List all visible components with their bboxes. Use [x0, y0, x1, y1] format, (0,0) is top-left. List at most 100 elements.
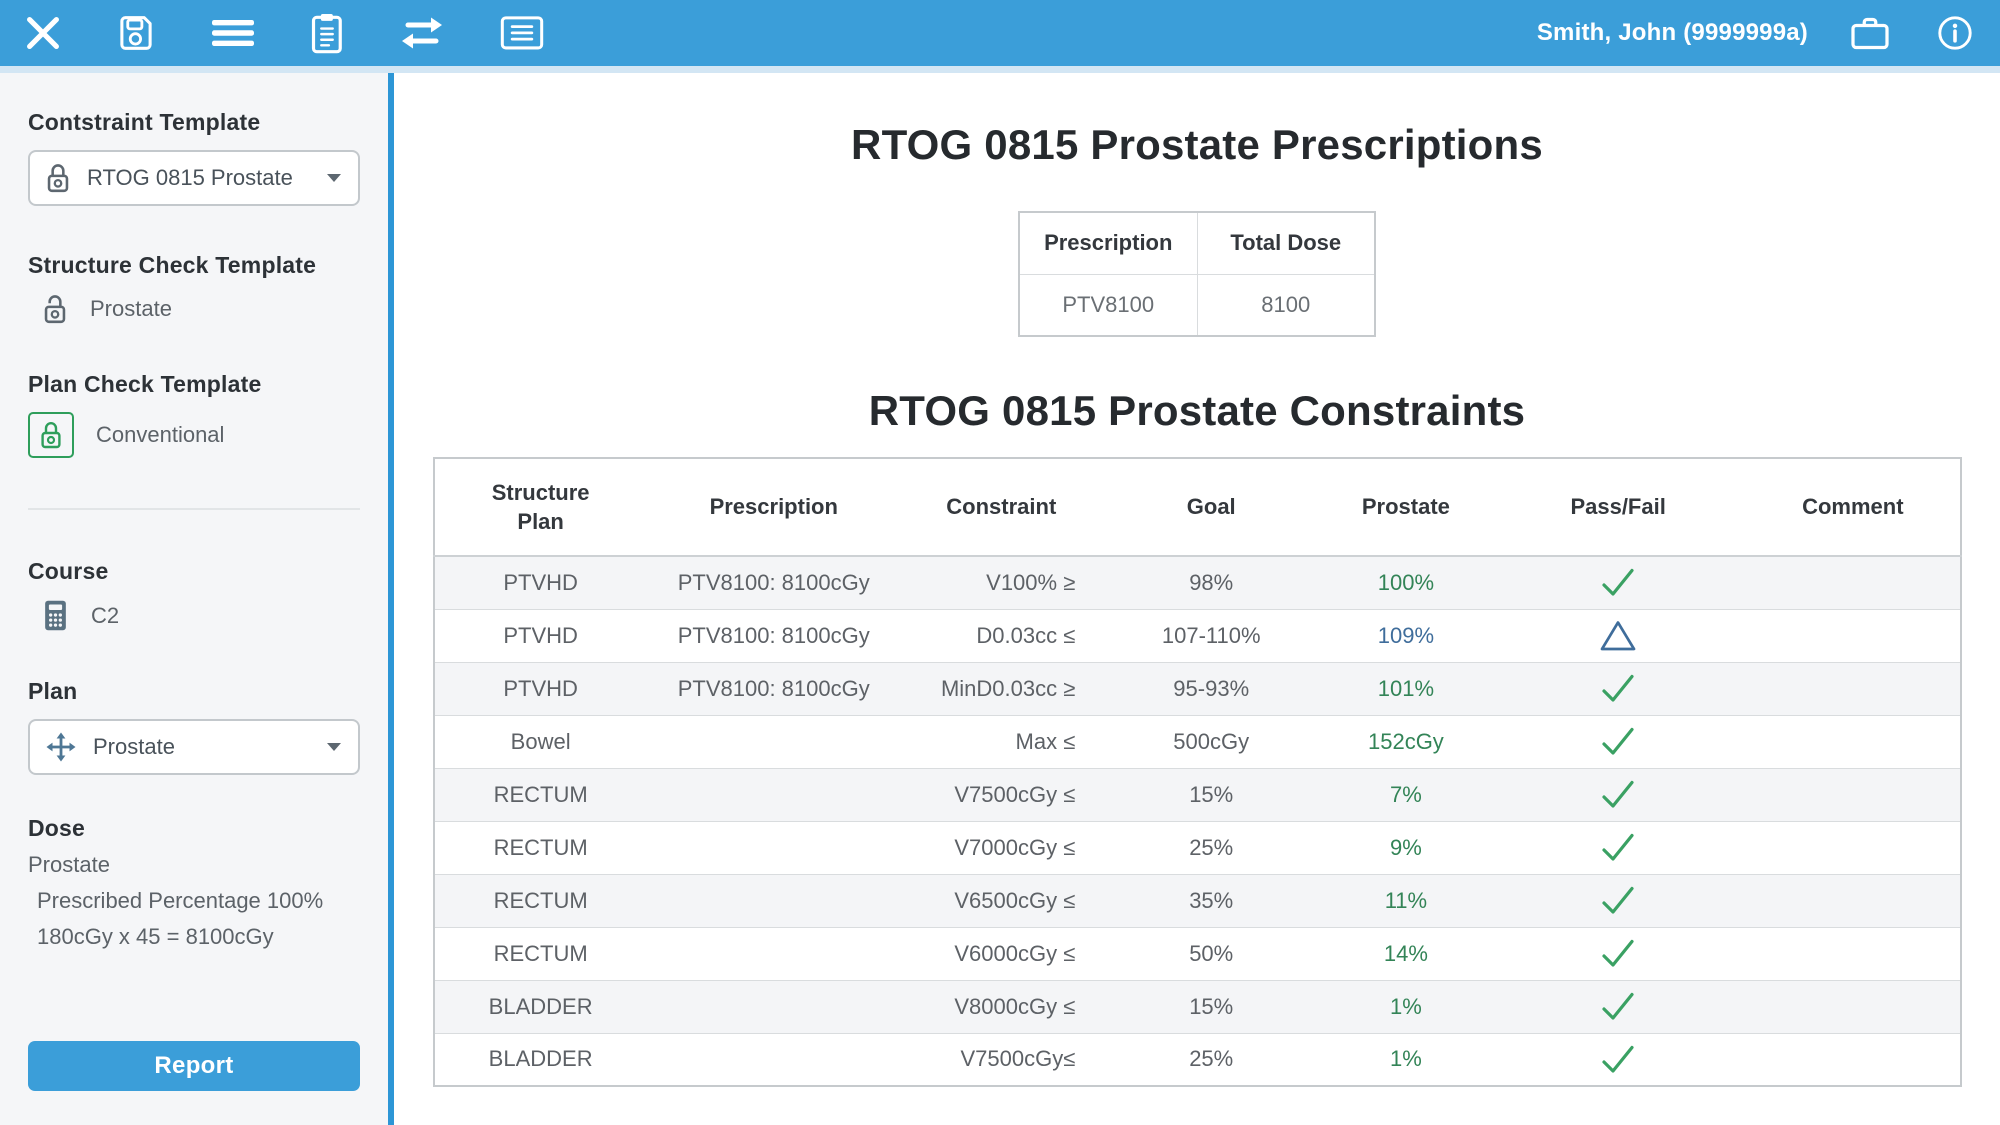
dose-plan-name: Prostate [28, 852, 110, 877]
result-cell: 100% [1321, 555, 1491, 609]
prescription-header: Prescription [1018, 211, 1198, 275]
sidebar-divider-line [28, 508, 360, 510]
goal-header: Goal [1101, 458, 1322, 557]
pass-fail-cell [1490, 555, 1746, 609]
prescription-cell [646, 873, 902, 927]
table-row: BLADDER V7500cGy≤ 25% 1% [434, 1032, 1961, 1086]
goal-cell: 35% [1101, 873, 1322, 927]
constraints-table-wrap: Structure Plan Prescription Constraint G… [394, 457, 2000, 1087]
chevron-down-icon [327, 174, 341, 182]
warn-triangle-icon [1600, 621, 1636, 651]
structure-cell: Bowel [434, 714, 647, 768]
constraint-cell: D0.03cc ≤ [901, 608, 1102, 662]
comment-cell [1745, 1032, 1961, 1086]
result-cell: 152cGy [1321, 714, 1491, 768]
menu-button[interactable] [206, 11, 260, 55]
report-button[interactable]: Report [28, 1041, 360, 1091]
constraint-template-label: Contstraint Template [28, 109, 261, 135]
structure-check-template-value: Prostate [90, 296, 172, 321]
user-name: Smith, John (9999999a) [1536, 19, 1808, 46]
result-cell: 11% [1321, 873, 1491, 927]
structure-plan-header: Structure Plan [434, 458, 647, 557]
dose-label: Dose [28, 815, 86, 841]
chevron-down-icon [327, 743, 341, 751]
structure-cell: RECTUM [434, 820, 647, 874]
pass-check-icon [1602, 886, 1634, 914]
constraint-template-select[interactable]: RTOG 0815 Prostate [28, 150, 360, 206]
table-row: PTV8100 8100 [1018, 273, 1376, 337]
prescription-cell [646, 979, 902, 1033]
table-row: RECTUM V6000cGy ≤50% 14% [434, 926, 1961, 980]
goal-cell: 15% [1101, 979, 1322, 1033]
structure-check-template-item[interactable]: Prostate [28, 293, 360, 325]
structure-check-template-label: Structure Check Template [28, 252, 317, 278]
transfer-button[interactable] [394, 10, 450, 56]
table-row: RECTUM V7500cGy ≤15% 7% [434, 767, 1961, 821]
goal-cell: 25% [1101, 1032, 1322, 1086]
briefcase-icon [1851, 17, 1889, 50]
goal-cell: 107-110% [1101, 608, 1322, 662]
pass-check-icon [1602, 569, 1634, 596]
pass-check-icon [1602, 992, 1634, 1020]
info-icon [1938, 16, 1972, 50]
plan-value: Prostate [93, 734, 175, 759]
goal-cell: 95-93% [1101, 661, 1322, 715]
info-button[interactable] [1932, 10, 1978, 56]
prescription-cell [646, 714, 902, 768]
goal-cell: 50% [1101, 926, 1322, 980]
structure-cell: RECTUM [434, 926, 647, 980]
plan-select[interactable]: Prostate [28, 719, 360, 775]
structure-cell: PTVHD [434, 555, 647, 609]
structure-cell: PTVHD [434, 661, 647, 715]
prescriptions-title: RTOG 0815 Prostate Prescriptions [851, 121, 1543, 168]
course-item[interactable]: C2 [28, 599, 360, 632]
sidebar: Contstraint Template RTOG 0815 Prostate … [0, 73, 388, 1125]
calculator-icon [45, 600, 66, 631]
pass-fail-cell [1490, 608, 1746, 662]
constraint-cell: V7500cGy≤ [901, 1032, 1102, 1086]
comment-header: Comment [1745, 458, 1961, 557]
dose-prescribed-percentage: Prescribed Percentage 100% [37, 888, 324, 913]
constraints-title: RTOG 0815 Prostate Constraints [868, 387, 1526, 434]
constraint-template-value: RTOG 0815 Prostate [87, 165, 293, 190]
pass-fail-cell [1490, 820, 1746, 874]
dose-fraction-formula: 180cGy x 45 = 8100cGy [37, 924, 274, 949]
constraint-cell: V6500cGy ≤ [901, 873, 1102, 927]
close-button[interactable] [20, 10, 66, 56]
comment-cell [1745, 820, 1961, 874]
plan-check-template-item[interactable]: Conventional [28, 412, 360, 458]
briefcase-button[interactable] [1846, 11, 1894, 55]
prescription-cell: PTV8100: 8100cGy [646, 608, 902, 662]
clipboard-icon [311, 14, 342, 54]
toolbar-left-group [20, 8, 548, 58]
constraints-table: Structure Plan Prescription Constraint G… [433, 457, 1962, 1087]
pass-fail-cell [1490, 873, 1746, 927]
comment-cell [1745, 661, 1961, 715]
constraints-table-body: PTVHD PTV8100: 8100cGy V100% ≥98% 100% PTVHD… [434, 555, 1961, 1086]
comment-cell [1745, 714, 1961, 768]
plan-label: Plan [28, 678, 78, 704]
prescription-cell [646, 820, 902, 874]
constraint-cell: MinD0.03cc ≥ [901, 661, 1102, 715]
table-row: PTVHD PTV8100: 8100cGy V100% ≥98% 100% [434, 555, 1961, 609]
clipboard-button[interactable] [306, 8, 348, 58]
pass-check-icon [1602, 833, 1634, 861]
toolbar: Smith, John (9999999a) [0, 0, 2000, 66]
pass-check-icon [1602, 1045, 1634, 1073]
structure-cell: BLADDER [434, 1032, 647, 1086]
result-cell: 9% [1321, 820, 1491, 874]
transfer-icon [402, 17, 442, 49]
pass-fail-cell [1490, 926, 1746, 980]
note-icon [500, 16, 544, 50]
table-row: PTVHD PTV8100: 8100cGy D0.03cc ≤107-110% 10… [434, 608, 1961, 662]
note-button[interactable] [496, 11, 548, 55]
lock-closed-icon [47, 164, 69, 193]
constraint-cell: Max ≤ [901, 714, 1102, 768]
constraints-table-header-row: Structure Plan Prescription Constraint G… [434, 458, 1961, 557]
table-row: RECTUM V6500cGy ≤35% 11% [434, 873, 1961, 927]
comment-cell [1745, 979, 1961, 1033]
prescription-table: Prescription Total Dose PTV8100 8100 [1018, 211, 1376, 337]
save-button[interactable] [112, 9, 160, 57]
constraint-cell: V6000cGy ≤ [901, 926, 1102, 980]
pass-check-icon [1602, 727, 1634, 755]
